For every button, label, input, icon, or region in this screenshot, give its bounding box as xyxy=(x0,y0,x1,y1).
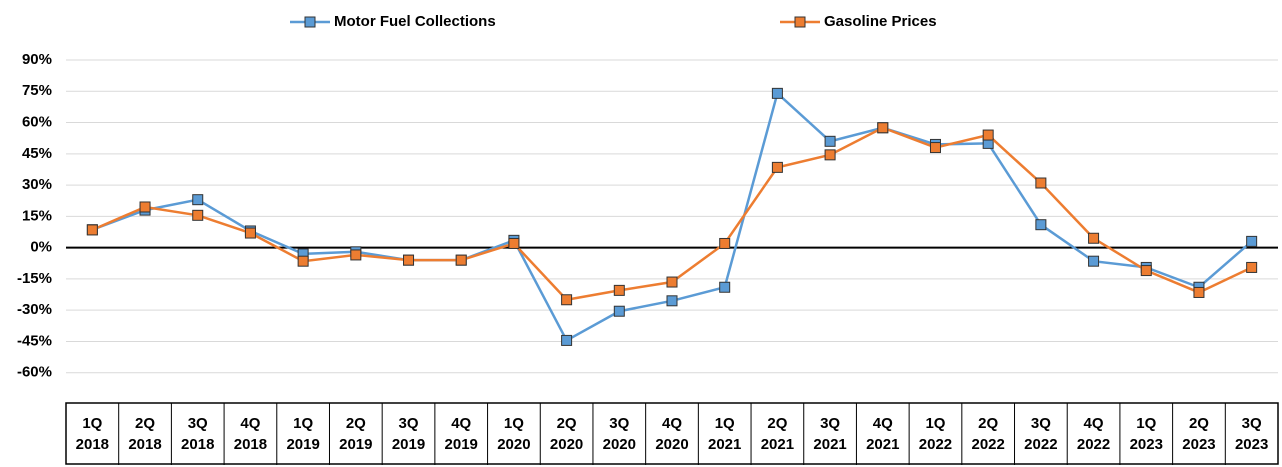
marker xyxy=(719,237,731,249)
marker xyxy=(1246,235,1258,247)
y-tick-label: 90% xyxy=(22,51,52,68)
marker xyxy=(1193,286,1205,298)
y-tick-label: 0% xyxy=(30,239,52,256)
x-tick-label: 2Q 2020 xyxy=(550,415,583,453)
x-tick-label: 2Q 2023 xyxy=(1182,415,1215,453)
marker xyxy=(403,254,415,266)
marker xyxy=(86,224,98,236)
marker xyxy=(1088,232,1100,244)
x-tick-label: 1Q 2023 xyxy=(1130,415,1163,453)
x-tick-label: 1Q 2018 xyxy=(76,415,109,453)
x-tick-label: 1Q 2019 xyxy=(286,415,319,453)
marker xyxy=(192,194,204,206)
marker xyxy=(561,334,573,346)
x-tick-label: 1Q 2022 xyxy=(919,415,952,453)
marker xyxy=(1035,219,1047,231)
legend-marker xyxy=(794,16,806,28)
x-tick-label: 4Q 2020 xyxy=(655,415,688,453)
marker xyxy=(719,281,731,293)
y-tick-label: -15% xyxy=(17,270,52,287)
x-tick-label: 2Q 2018 xyxy=(128,415,161,453)
marker xyxy=(771,87,783,99)
marker xyxy=(561,294,573,306)
y-tick-label: 45% xyxy=(22,145,52,162)
marker xyxy=(824,135,836,147)
y-tick-label: 60% xyxy=(22,114,52,131)
x-tick-label: 3Q 2020 xyxy=(603,415,636,453)
legend-label: Motor Fuel Collections xyxy=(334,13,496,30)
x-tick-label: 1Q 2020 xyxy=(497,415,530,453)
marker xyxy=(824,149,836,161)
x-tick-label: 1Q 2021 xyxy=(708,415,741,453)
marker xyxy=(613,305,625,317)
x-tick-label: 2Q 2022 xyxy=(971,415,1004,453)
y-tick-label: 15% xyxy=(22,207,52,224)
category-table xyxy=(65,402,1279,465)
x-tick-label: 3Q 2018 xyxy=(181,415,214,453)
marker xyxy=(350,249,362,261)
x-tick-label: 4Q 2019 xyxy=(445,415,478,453)
marker xyxy=(139,201,151,213)
x-tick-label: 4Q 2022 xyxy=(1077,415,1110,453)
marker xyxy=(1246,261,1258,273)
x-tick-label: 4Q 2018 xyxy=(234,415,267,453)
marker xyxy=(771,161,783,173)
marker xyxy=(455,254,467,266)
marker xyxy=(297,255,309,267)
marker xyxy=(613,284,625,296)
x-tick-label: 3Q 2019 xyxy=(392,415,425,453)
x-tick-label: 2Q 2021 xyxy=(761,415,794,453)
marker xyxy=(666,276,678,288)
marker xyxy=(192,209,204,221)
marker xyxy=(1035,177,1047,189)
x-tick-label: 3Q 2023 xyxy=(1235,415,1268,453)
y-tick-label: 75% xyxy=(22,82,52,99)
marker xyxy=(508,237,520,249)
legend-marker xyxy=(304,16,316,28)
marker xyxy=(929,142,941,154)
legend-label: Gasoline Prices xyxy=(824,13,937,30)
y-tick-label: 30% xyxy=(22,176,52,193)
marker xyxy=(982,129,994,141)
x-tick-label: 4Q 2021 xyxy=(866,415,899,453)
marker xyxy=(1088,255,1100,267)
marker xyxy=(666,295,678,307)
marker xyxy=(877,122,889,134)
x-tick-label: 3Q 2022 xyxy=(1024,415,1057,453)
y-tick-label: -30% xyxy=(17,301,52,318)
marker xyxy=(1140,265,1152,277)
y-tick-label: -60% xyxy=(17,364,52,381)
marker xyxy=(244,227,256,239)
y-tick-label: -45% xyxy=(17,332,52,349)
x-tick-label: 2Q 2019 xyxy=(339,415,372,453)
x-tick-label: 3Q 2021 xyxy=(813,415,846,453)
